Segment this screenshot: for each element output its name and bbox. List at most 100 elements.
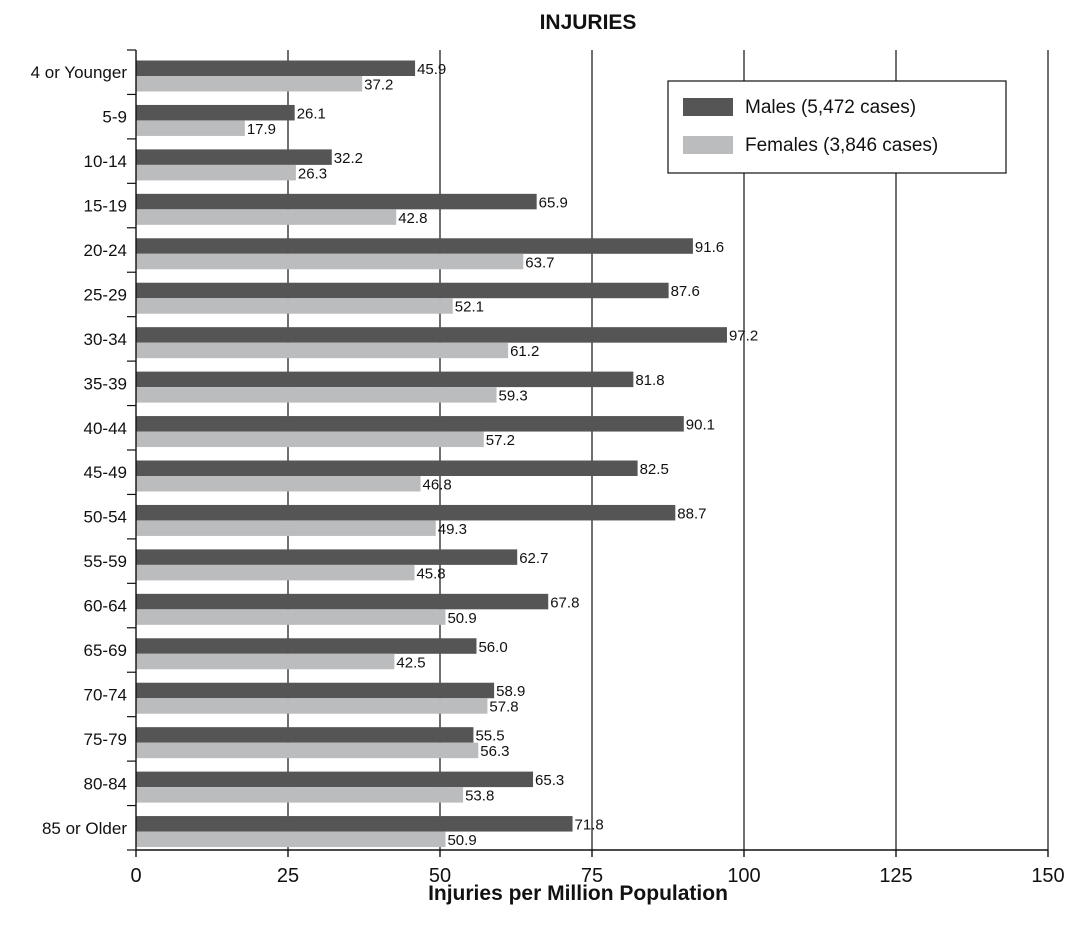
bar-females <box>136 742 479 759</box>
category-label: 25-29 <box>84 285 127 304</box>
bars-layer <box>136 60 727 848</box>
bar-males <box>136 238 693 254</box>
data-label: 32.2 <box>334 150 363 167</box>
data-label: 57.8 <box>489 699 518 716</box>
data-label: 50.9 <box>447 610 476 627</box>
data-label: 62.7 <box>519 550 548 567</box>
x-axis-label: Injuries per Million Population <box>428 882 728 905</box>
grid-layer <box>287 50 1049 850</box>
category-label: 4 or Younger <box>31 63 128 82</box>
data-label: 42.5 <box>396 654 425 671</box>
x-tick-label: 150 <box>1031 865 1064 887</box>
data-label: 82.5 <box>640 461 669 478</box>
category-label: 5-9 <box>102 108 127 127</box>
category-label: 40-44 <box>84 419 127 438</box>
data-label: 56.0 <box>478 639 507 656</box>
bar-females <box>136 342 509 359</box>
data-label: 87.6 <box>671 283 700 300</box>
legend: Males (5,472 cases) Females (3,846 cases… <box>667 80 1007 174</box>
data-label: 91.6 <box>695 239 724 256</box>
data-label: 65.9 <box>539 194 568 211</box>
bar-females <box>136 520 436 536</box>
legend-label-males: Males (5,472 cases) <box>745 97 916 118</box>
x-tick-label: 75 <box>581 865 603 887</box>
category-label: 20-24 <box>84 241 127 260</box>
x-tick-label: 50 <box>429 865 451 887</box>
bar-females <box>136 653 395 670</box>
chart-title: INJURIES <box>540 11 637 34</box>
bar-males <box>136 60 416 76</box>
bar-males <box>136 816 573 832</box>
legend-swatch-males <box>683 98 733 116</box>
category-label: 15-19 <box>84 197 127 216</box>
category-label: 55-59 <box>84 552 127 571</box>
data-label: 55.5 <box>475 728 504 745</box>
bar-females <box>136 76 363 92</box>
bar-females <box>136 298 453 314</box>
bar-females <box>136 387 497 403</box>
bar-males <box>136 104 295 121</box>
category-label: 10-14 <box>84 152 127 171</box>
bar-males <box>136 282 669 299</box>
bar-males <box>136 638 477 654</box>
data-label: 81.8 <box>635 372 664 389</box>
data-label: 90.1 <box>686 417 715 434</box>
category-label: 45-49 <box>84 463 127 482</box>
x-tick-label: 100 <box>727 865 760 887</box>
bar-females <box>136 609 446 625</box>
bar-females <box>136 120 245 136</box>
bar-females <box>136 831 446 848</box>
bar-females <box>136 698 488 714</box>
axes-layer: 0 25 50 75 100 125 150 <box>127 49 1065 887</box>
category-label: 50-54 <box>84 508 127 527</box>
bar-males <box>136 371 634 388</box>
data-label: 50.9 <box>447 832 476 849</box>
data-label: 52.1 <box>455 299 484 316</box>
bar-males <box>136 149 332 165</box>
bar-males <box>136 193 537 210</box>
data-label: 37.2 <box>364 77 393 94</box>
bar-males <box>136 771 534 788</box>
bar-females <box>136 431 484 448</box>
x-tick-label: 0 <box>130 865 141 887</box>
category-label: 65-69 <box>84 641 127 660</box>
bar-males <box>136 327 727 343</box>
data-label: 45.9 <box>417 61 446 78</box>
data-label: 26.3 <box>298 165 327 182</box>
category-label: 30-34 <box>84 330 127 349</box>
data-label: 88.7 <box>677 505 706 522</box>
legend-box <box>667 80 1007 174</box>
data-label: 97.2 <box>729 328 758 345</box>
x-tick-label: 125 <box>879 865 912 887</box>
data-label: 71.8 <box>575 817 604 834</box>
data-label: 67.8 <box>550 594 579 611</box>
data-label: 63.7 <box>525 254 554 271</box>
bar-males <box>136 416 684 432</box>
bar-females <box>136 253 524 270</box>
bar-males <box>136 682 495 699</box>
category-label: 60-64 <box>84 597 127 616</box>
data-label: 45.8 <box>416 565 445 582</box>
data-label: 58.9 <box>496 683 525 700</box>
labels-layer: 45.9 37.2 4 or Younger 26.1 17.9 5-9 32.2 26.3 1… <box>31 61 759 849</box>
category-label: 85 or Older <box>42 819 127 838</box>
bar-males <box>136 593 549 610</box>
bar-males <box>136 504 676 521</box>
legend-swatch-females <box>683 136 733 154</box>
category-label: 35-39 <box>84 374 127 393</box>
data-label: 26.1 <box>297 105 326 122</box>
data-label: 49.3 <box>438 521 467 538</box>
bar-females <box>136 476 421 492</box>
category-label: 80-84 <box>84 774 127 793</box>
bar-females <box>136 164 296 181</box>
data-label: 53.8 <box>465 788 494 805</box>
legend-label-females: Females (3,846 cases) <box>745 135 938 156</box>
data-label: 46.8 <box>423 477 452 494</box>
category-label: 75-79 <box>84 730 127 749</box>
bar-males <box>136 549 518 565</box>
x-tick-label: 25 <box>277 865 299 887</box>
data-label: 65.3 <box>535 772 564 789</box>
bar-females <box>136 787 464 803</box>
bar-males <box>136 727 474 743</box>
category-label: 70-74 <box>84 685 127 704</box>
